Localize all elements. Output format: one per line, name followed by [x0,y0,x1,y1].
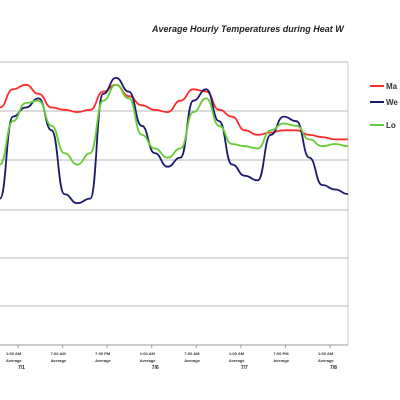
legend-label: Ma [386,82,398,91]
x-axis-ticks: 1:00 AM Average 7/1 7:00 AM Average 7:00 PM Av… [6,345,337,371]
x-tick-day-label: 7/7 [241,365,248,371]
x-tick-sublabel: Average [95,358,111,363]
legend-label: Lo [386,121,396,130]
chart-title: Average Hourly Temperatures during Heat … [151,24,345,34]
x-tick-sublabel: Average [51,358,67,363]
series-lines [0,77,349,205]
x-tick-label: 1:00 AM [140,351,156,356]
x-tick-sublabel: Average [273,358,289,363]
gridlines [0,61,349,346]
x-tick-label: 7:00 PM [95,351,111,356]
x-tick-day-label: 7/8 [330,365,337,371]
x-tick-sublabel: Average [140,358,156,363]
x-tick-label: 1:00 AM [6,351,22,356]
series-line-2 [0,77,349,205]
legend: Ma We Lo [370,82,398,130]
x-tick-sublabel: Average [318,358,334,363]
x-tick-day-label: 7/1 [18,365,25,371]
x-tick-label: 1:00 AM [229,351,245,356]
series-line-3 [0,83,349,166]
x-tick-label: 7:00 AM [51,351,67,356]
x-tick-day-label: 7/6 [152,365,159,371]
x-tick-label: 7:00 AM [184,351,200,356]
legend-label: We [386,98,398,107]
x-tick-label: 1:00 AM [318,351,334,356]
series-line-1 [0,83,348,141]
x-tick-sublabel: Average [6,358,22,363]
x-tick-label: 7:00 PM [273,351,289,356]
x-tick-sublabel: Average [184,358,200,363]
x-tick-sublabel: Average [229,358,245,363]
